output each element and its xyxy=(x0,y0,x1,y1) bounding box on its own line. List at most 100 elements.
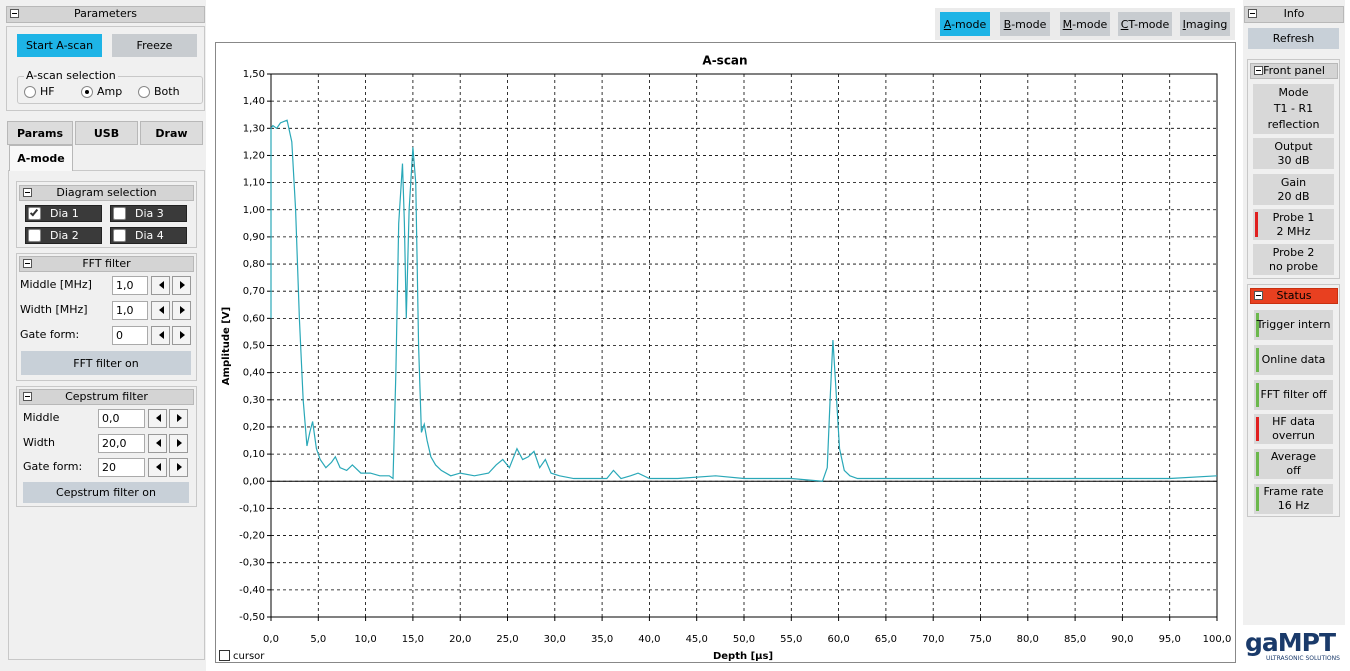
spin-right[interactable] xyxy=(169,409,188,428)
cursor-label: cursor xyxy=(233,651,265,662)
spin-left[interactable] xyxy=(151,276,170,295)
info-item xyxy=(1254,344,1333,375)
x-tick-label: 65,0 xyxy=(875,634,897,645)
tab[interactable]: USB xyxy=(75,121,138,145)
section-header[interactable]: Diagram selection xyxy=(19,185,194,201)
panel-header[interactable]: Info xyxy=(1244,6,1344,23)
x-axis-label: Depth [µs] xyxy=(713,651,773,662)
freeze-button[interactable]: Freeze xyxy=(112,34,197,57)
fft-button[interactable]: FFT filter on xyxy=(21,351,191,375)
indicator xyxy=(1256,347,1259,372)
mode-label: CT-mode xyxy=(1120,17,1170,31)
info-text: Online data xyxy=(1261,352,1326,366)
field-label: Middle xyxy=(23,411,60,424)
mode-button[interactable]: B-mode xyxy=(1000,12,1050,36)
spin-left[interactable] xyxy=(148,409,167,428)
checkbox[interactable] xyxy=(28,207,41,220)
tab[interactable]: A-mode xyxy=(9,145,73,171)
diagram-item[interactable] xyxy=(25,205,102,222)
y-tick-label: 0,30 xyxy=(243,395,265,406)
y-tick-label: 1,00 xyxy=(243,205,265,216)
spin-right[interactable] xyxy=(172,276,191,295)
spin-right[interactable] xyxy=(172,301,191,320)
refresh-button[interactable]: Refresh xyxy=(1248,28,1339,49)
text-input[interactable]: 20 xyxy=(98,458,145,477)
spin-right[interactable] xyxy=(169,434,188,453)
x-tick-label: 95,0 xyxy=(1159,634,1181,645)
cepstrum-button[interactable]: Cepstrum filter on xyxy=(23,482,189,503)
text-input[interactable]: 0,0 xyxy=(98,409,145,428)
mode-button[interactable]: CT-mode xyxy=(1118,12,1172,36)
spin-left[interactable] xyxy=(151,326,170,345)
info-text: Probe 1 xyxy=(1272,210,1315,224)
y-tick-label: 0,50 xyxy=(243,341,265,352)
spin-left[interactable] xyxy=(151,301,170,320)
info-text: Mode xyxy=(1278,86,1309,99)
x-tick-label: 85,0 xyxy=(1064,634,1086,645)
spin-right[interactable] xyxy=(169,458,188,477)
spin-right[interactable] xyxy=(172,326,191,345)
diagram-item[interactable] xyxy=(110,227,187,244)
group-label: A-scan selection xyxy=(24,69,118,82)
section-header[interactable]: Front panel xyxy=(1250,63,1338,79)
mode-button[interactable]: M-mode xyxy=(1060,12,1110,36)
logo-name: gaMPT xyxy=(1245,628,1336,657)
y-axis-label: Amplitude [V] xyxy=(221,307,232,385)
panel-header[interactable]: Parameters xyxy=(6,6,205,23)
x-tick-label: 0,0 xyxy=(263,634,279,645)
start-button[interactable]: Start A-scan xyxy=(17,34,102,57)
y-tick-label: 0,40 xyxy=(243,368,265,379)
info-text: HF data xyxy=(1272,415,1315,429)
section-header[interactable]: FFT filter xyxy=(19,256,194,272)
field-label: Width [MHz] xyxy=(20,303,88,316)
info-item xyxy=(1253,244,1334,275)
section-header[interactable]: Cepstrum filter xyxy=(19,389,194,405)
radio-dot xyxy=(85,90,89,94)
panel-title: Info xyxy=(1283,7,1305,20)
info-text: T1 - R1 xyxy=(1273,102,1314,115)
info-item xyxy=(1253,209,1334,240)
group-box xyxy=(16,181,197,248)
radio-label: HF xyxy=(40,85,55,98)
y-tick-label: 1,40 xyxy=(243,96,265,107)
info-text: 20 dB xyxy=(1277,189,1310,203)
y-tick-label: 1,30 xyxy=(243,123,265,134)
x-tick-label: 90,0 xyxy=(1111,634,1133,645)
radio-button[interactable] xyxy=(24,86,36,98)
indicator xyxy=(1256,417,1259,442)
x-tick-label: 45,0 xyxy=(686,634,708,645)
info-text: no probe xyxy=(1269,259,1318,273)
text-input[interactable]: 0 xyxy=(112,326,148,345)
diagram-item[interactable] xyxy=(110,205,187,222)
diagram-item[interactable] xyxy=(25,227,102,244)
radio-label: Amp xyxy=(97,85,123,98)
y-tick-label: 1,10 xyxy=(243,178,265,189)
text-input[interactable]: 20,0 xyxy=(98,434,145,453)
info-text: Output xyxy=(1274,139,1313,153)
x-tick-label: 15,0 xyxy=(402,634,424,645)
y-tick-label: -0,30 xyxy=(239,558,265,569)
x-tick-label: 70,0 xyxy=(922,634,944,645)
section-header[interactable]: Status xyxy=(1250,288,1338,304)
spin-left[interactable] xyxy=(148,458,167,477)
spin-left[interactable] xyxy=(148,434,167,453)
info-text: 30 dB xyxy=(1277,153,1310,167)
checkbox[interactable] xyxy=(113,207,126,220)
tab[interactable]: Params xyxy=(7,121,73,145)
text-input[interactable]: 1,0 xyxy=(112,276,148,295)
info-text: Trigger intern xyxy=(1256,318,1331,331)
indicator xyxy=(1255,212,1258,237)
mode-button[interactable]: Imaging xyxy=(1180,12,1230,36)
checkbox[interactable] xyxy=(113,229,126,242)
mode-button[interactable]: A-mode xyxy=(940,12,990,36)
checkbox[interactable] xyxy=(28,229,41,242)
y-tick-label: 0,60 xyxy=(243,313,265,324)
text-input[interactable]: 1,0 xyxy=(112,301,148,320)
cursor-checkbox[interactable] xyxy=(219,650,230,661)
chart-title: A-scan xyxy=(702,54,747,68)
panel-title: Parameters xyxy=(74,7,137,20)
diagram-label: Dia 3 xyxy=(135,207,164,220)
radio-button[interactable] xyxy=(138,86,150,98)
tab[interactable]: Draw xyxy=(140,121,203,145)
